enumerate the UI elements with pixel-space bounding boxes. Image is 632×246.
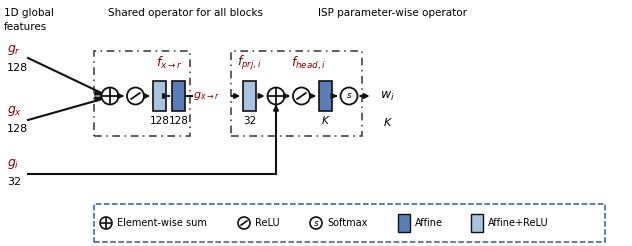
- Bar: [231, 51, 363, 136]
- Bar: [94, 204, 605, 242]
- Text: $f_{head,i}$: $f_{head,i}$: [291, 54, 325, 72]
- Text: 32: 32: [7, 177, 21, 187]
- Text: $f_{x\rightarrow r}$: $f_{x\rightarrow r}$: [156, 55, 182, 71]
- Text: 128: 128: [7, 63, 28, 73]
- Circle shape: [102, 88, 119, 105]
- Text: 128: 128: [169, 116, 188, 126]
- Text: ReLU: ReLU: [255, 218, 279, 228]
- Circle shape: [100, 217, 112, 229]
- Text: Softmax: Softmax: [327, 218, 367, 228]
- Text: $g_x$: $g_x$: [7, 104, 22, 118]
- Circle shape: [127, 88, 144, 105]
- Circle shape: [310, 217, 322, 229]
- Bar: [398, 214, 410, 232]
- Text: K: K: [322, 116, 329, 126]
- Text: $g_i$: $g_i$: [7, 157, 20, 171]
- Bar: [153, 81, 166, 111]
- Circle shape: [341, 88, 358, 105]
- Text: $g_{x\rightarrow r}$: $g_{x\rightarrow r}$: [193, 90, 220, 102]
- Text: 128: 128: [150, 116, 169, 126]
- Bar: [172, 81, 185, 111]
- Text: $f_{prj,i}$: $f_{prj,i}$: [237, 54, 262, 72]
- Bar: [243, 81, 256, 111]
- Bar: [471, 214, 483, 232]
- Text: $s$: $s$: [313, 218, 319, 228]
- Circle shape: [267, 88, 284, 105]
- Text: $g_r$: $g_r$: [7, 43, 21, 57]
- Circle shape: [293, 88, 310, 105]
- Text: Affine: Affine: [415, 218, 443, 228]
- Text: 128: 128: [7, 124, 28, 134]
- Text: $w_i$: $w_i$: [380, 90, 395, 103]
- Text: 1D global: 1D global: [4, 8, 54, 18]
- Circle shape: [238, 217, 250, 229]
- Text: Affine+ReLU: Affine+ReLU: [488, 218, 549, 228]
- Text: features: features: [4, 22, 47, 32]
- Bar: [319, 81, 332, 111]
- Text: K: K: [384, 118, 391, 128]
- Bar: [94, 51, 190, 136]
- Text: $s$: $s$: [346, 92, 352, 101]
- Text: Element-wise sum: Element-wise sum: [117, 218, 207, 228]
- Text: 32: 32: [243, 116, 256, 126]
- Text: ISP parameter-wise operator: ISP parameter-wise operator: [318, 8, 467, 18]
- Text: Shared operator for all blocks: Shared operator for all blocks: [108, 8, 263, 18]
